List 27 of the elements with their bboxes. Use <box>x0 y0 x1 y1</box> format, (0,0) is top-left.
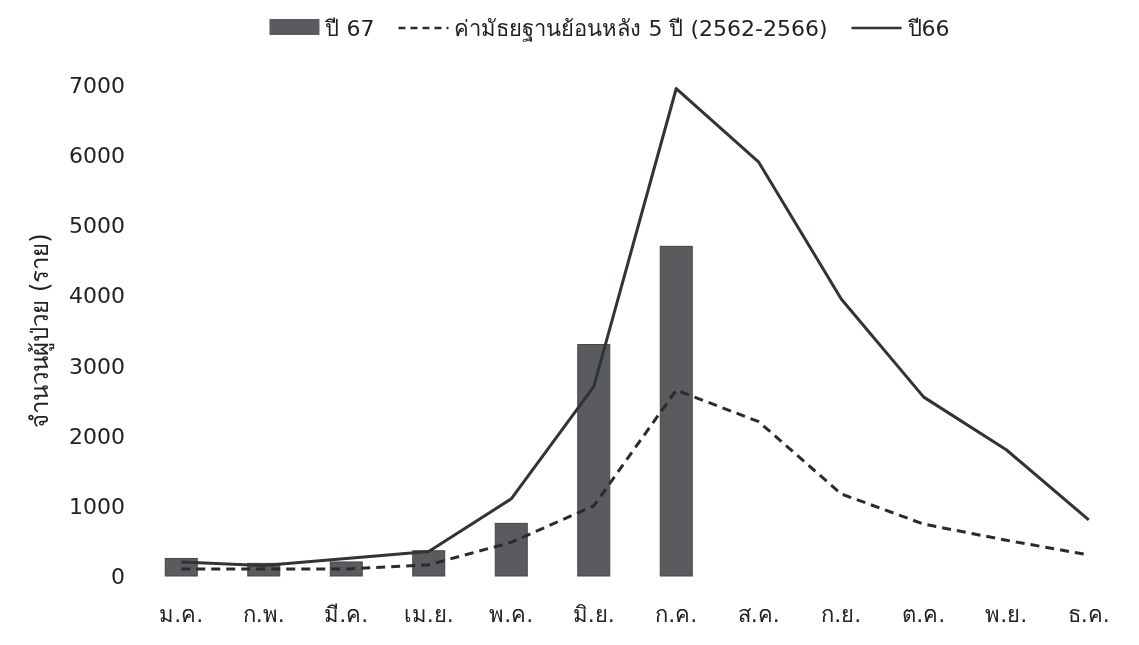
x-tick-label: ธ.ค. <box>1067 602 1110 627</box>
x-tick-label: ต.ค. <box>902 602 946 627</box>
x-tick-label: พ.ย. <box>985 602 1028 627</box>
y-tick-label: 1000 <box>69 493 125 519</box>
y-tick-label: 2000 <box>69 423 125 449</box>
bar <box>659 245 693 577</box>
y-tick-label: 7000 <box>69 73 125 98</box>
x-tick-label: มี.ค. <box>324 602 369 627</box>
y-tick-label: 3000 <box>69 353 125 379</box>
y-axis-title: จำนวนผู้ป่วย (ราย) <box>26 233 55 428</box>
y-tick-label: 6000 <box>69 143 125 169</box>
x-tick-label: ก.ย. <box>821 602 862 627</box>
bar <box>577 344 611 577</box>
x-tick-label: มิ.ย. <box>572 602 615 627</box>
x-tick-label: ก.พ. <box>242 602 285 627</box>
legend-label: ปี66 <box>906 16 950 41</box>
legend-label: ค่ามัธยฐานย้อนหลัง 5 ปี (2562-2566) <box>454 16 828 42</box>
x-tick-label: ม.ค. <box>159 602 204 627</box>
legend-label: ปี 67 <box>324 16 375 41</box>
y-tick-label: 5000 <box>69 213 125 239</box>
x-tick-label: ส.ค. <box>737 602 780 627</box>
x-tick-label: พ.ค. <box>489 602 534 627</box>
x-tick-label: เม.ย. <box>403 602 454 627</box>
y-tick-label: 4000 <box>69 283 125 309</box>
x-tick-label: ก.ค. <box>655 602 698 627</box>
y-tick-label: 0 <box>111 564 125 589</box>
bar <box>494 522 528 577</box>
